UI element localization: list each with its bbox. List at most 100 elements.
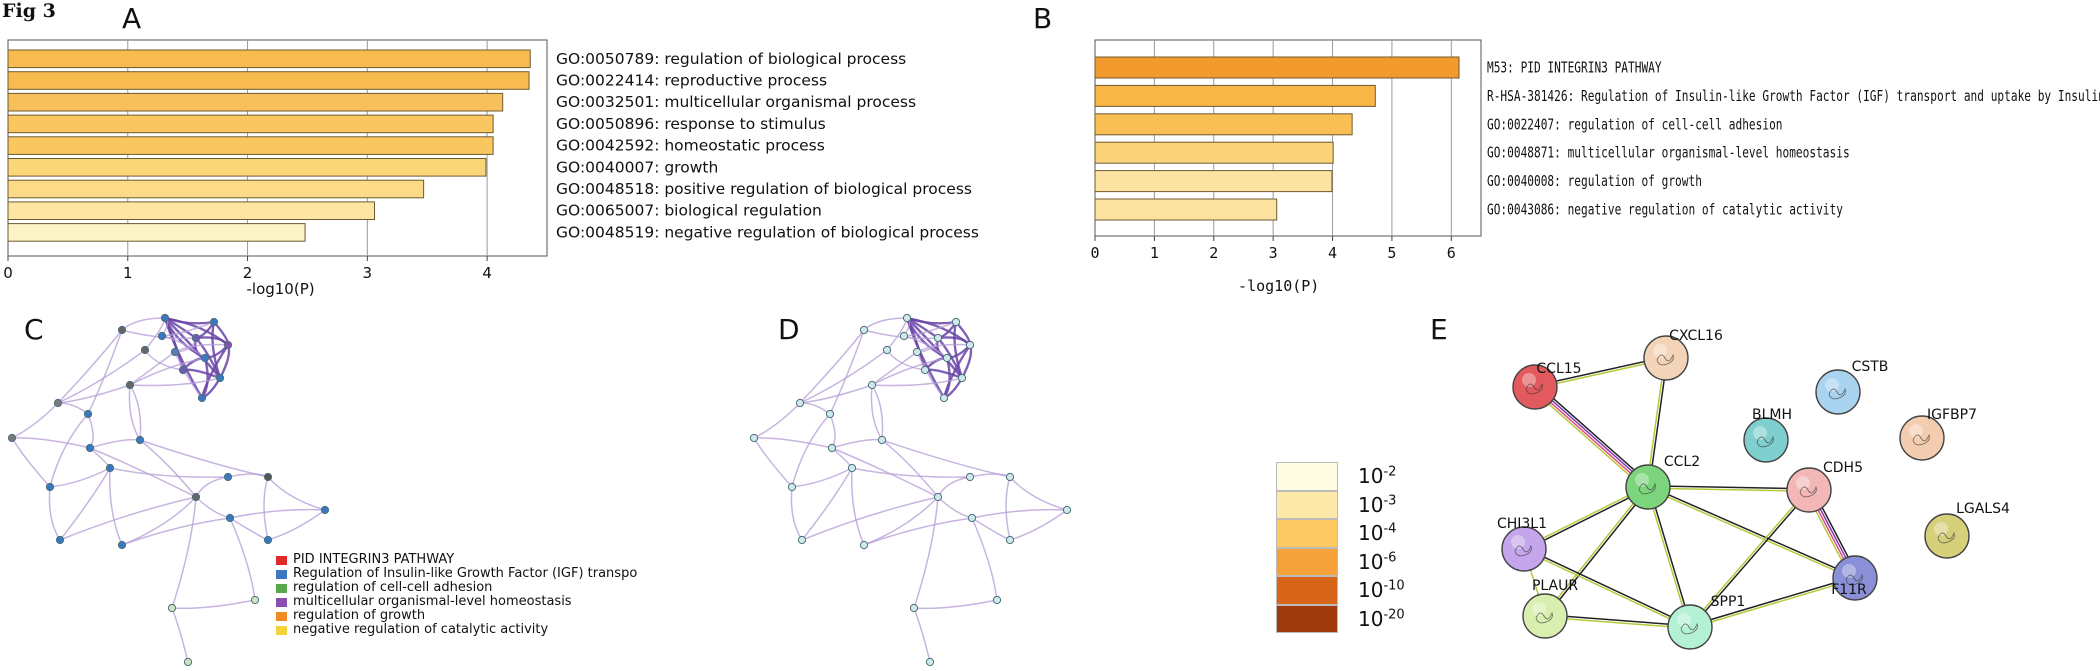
network-node xyxy=(197,393,207,403)
ppi-node-highlight xyxy=(1796,476,1810,490)
ppi-node-f11r: F11R xyxy=(1831,555,1878,601)
ppi-edge xyxy=(1545,614,1691,627)
network-node xyxy=(951,317,961,327)
network-edge xyxy=(753,402,801,439)
network-edge xyxy=(229,508,326,519)
network-node xyxy=(859,540,869,550)
network-edge xyxy=(790,486,803,541)
scale-swatch xyxy=(1276,490,1338,519)
network-edge xyxy=(799,402,831,415)
network-node xyxy=(965,472,975,482)
legend-label: regulation of cell-cell adhesion xyxy=(293,580,493,595)
bar-label: GO:0022414: reproductive process xyxy=(556,72,827,90)
network-edge xyxy=(971,517,1011,541)
ppi-node-highlight xyxy=(1522,373,1536,387)
network-node xyxy=(209,317,219,327)
network-edge xyxy=(831,447,853,469)
legend-label: Regulation of Insulin-like Growth Factor… xyxy=(293,566,638,581)
ppi-node-label: CHI3L1 xyxy=(1497,516,1547,532)
network-node xyxy=(200,353,210,363)
ppi-edge xyxy=(1523,485,1648,549)
legend-swatch xyxy=(276,555,287,565)
ppi-node-circle xyxy=(1625,464,1671,510)
network-node xyxy=(320,505,330,515)
network-node xyxy=(867,380,877,390)
network-edge xyxy=(129,357,206,386)
bar-label: GO:0032501: multicellular organismal pro… xyxy=(556,93,916,111)
network-edge xyxy=(11,402,59,439)
network-node xyxy=(1005,472,1015,482)
tick-label: 4 xyxy=(482,264,492,282)
bar xyxy=(7,201,376,220)
network-edge xyxy=(791,413,831,488)
scale-label-exponent: -2 xyxy=(1383,464,1397,480)
scale-label-exponent: -10 xyxy=(1383,578,1405,594)
network-node xyxy=(877,435,887,445)
ppi-structure-icon xyxy=(1525,382,1543,395)
legend-entry: negative regulation of catalytic activit… xyxy=(276,623,637,637)
network-edge xyxy=(128,384,141,441)
network-edge xyxy=(139,439,197,498)
ppi-edge xyxy=(1648,485,1810,490)
bar xyxy=(1094,113,1353,136)
network-edge xyxy=(937,496,973,519)
scale-label-exponent: -6 xyxy=(1383,550,1397,566)
network-node xyxy=(909,603,919,613)
legend-label: negative regulation of catalytic activit… xyxy=(293,622,549,637)
network-edge xyxy=(870,384,883,441)
x-axis-label: -log10(P) xyxy=(246,280,314,298)
network-edge xyxy=(863,517,973,546)
ppi-edge xyxy=(1690,578,1856,629)
legend-entry: multicellular organismal-level homeostas… xyxy=(276,595,637,609)
bar-label: GO:0042592: homeostatic process xyxy=(556,137,825,155)
ppi-edge xyxy=(1536,383,1651,485)
bar-label: GO:0050789: regulation of biological pro… xyxy=(556,50,906,68)
network-node xyxy=(157,331,167,341)
ppi-edge xyxy=(1646,487,1690,628)
legend-label: multicellular organismal-level homeostas… xyxy=(293,594,572,609)
ppi-structure-icon xyxy=(1638,482,1656,495)
network-edge xyxy=(57,402,89,415)
ppi-node-circle xyxy=(1643,335,1689,381)
panel-label-e: E xyxy=(1430,313,1448,346)
bar xyxy=(1094,170,1333,193)
network-node xyxy=(882,345,892,355)
network-node xyxy=(225,513,235,523)
scale-swatch xyxy=(1276,519,1338,548)
ppi-edge xyxy=(1690,490,1811,629)
ppi-node-chi3l1: CHI3L1 xyxy=(1497,516,1547,572)
network-edge xyxy=(11,437,91,449)
network-edge xyxy=(863,317,908,331)
scale-swatch xyxy=(1276,462,1338,491)
network-edge xyxy=(57,384,131,404)
scale-label-base: 10 xyxy=(1358,464,1384,489)
scale-swatch xyxy=(1276,547,1338,576)
network-edge xyxy=(129,384,142,441)
bar-label: GO:0048519: negative regulation of biolo… xyxy=(556,223,979,241)
network-node xyxy=(263,472,273,482)
ppi-node-circle xyxy=(1924,513,1970,559)
ppi-node-highlight xyxy=(1635,473,1649,487)
tick-label: 3 xyxy=(363,264,373,282)
network-edge xyxy=(913,496,939,609)
network-node xyxy=(191,333,201,343)
legend-entry: regulation of cell-cell adhesion xyxy=(276,581,637,595)
network-node xyxy=(825,409,835,419)
network-node xyxy=(125,380,135,390)
ppi-node-lgals4: LGALS4 xyxy=(1924,501,2010,559)
network-node xyxy=(933,492,943,502)
ppi-node-circle xyxy=(1522,593,1568,639)
network-edge xyxy=(267,509,326,541)
bar xyxy=(7,49,531,69)
network-node xyxy=(178,365,188,375)
network-edge xyxy=(1009,509,1068,541)
network-edge xyxy=(49,413,89,488)
legend-entry: regulation of growth xyxy=(276,609,637,623)
ppi-edge xyxy=(1545,487,1650,618)
bar-label: GO:0040007: growth xyxy=(556,158,718,176)
network-edge xyxy=(753,437,793,488)
bar xyxy=(1094,198,1278,221)
network-node xyxy=(45,482,55,492)
legend-entry: Regulation of Insulin-like Growth Factor… xyxy=(276,567,637,581)
